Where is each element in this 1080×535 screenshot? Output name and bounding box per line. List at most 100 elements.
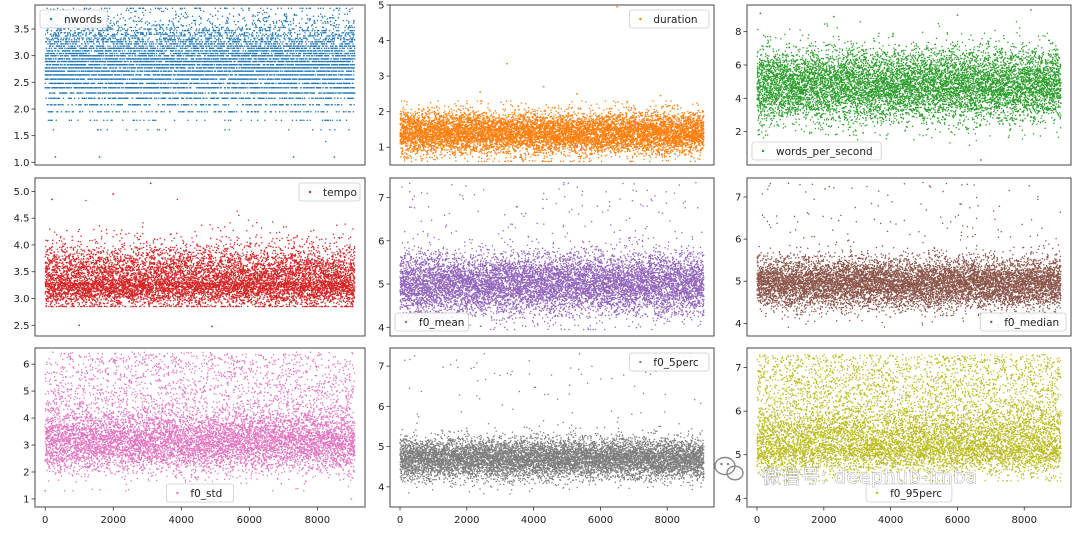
y-tick-label: 3.0 bbox=[14, 51, 30, 62]
scatter-series bbox=[756, 181, 1062, 329]
outlier-point bbox=[979, 159, 982, 161]
y-tick-label: 6 bbox=[735, 407, 741, 418]
outlier-point bbox=[479, 91, 482, 94]
scatter-points bbox=[44, 7, 356, 158]
scatter-series bbox=[756, 353, 1062, 482]
subplot-duration: 1 2 3 4 5 duration bbox=[378, 1, 715, 166]
legend-marker bbox=[308, 190, 312, 194]
wechat-icon bbox=[714, 456, 744, 481]
outlier-point bbox=[112, 193, 115, 195]
y-tick-label: 1.5 bbox=[14, 131, 30, 142]
axes-frame bbox=[389, 347, 715, 508]
legend-box bbox=[979, 312, 1067, 332]
scatter-points bbox=[756, 353, 1062, 482]
scatter-series bbox=[399, 352, 705, 495]
y-tick-label: 2.5 bbox=[14, 78, 30, 89]
y-tick-label: 5 bbox=[378, 1, 384, 12]
axes-frame bbox=[389, 4, 715, 166]
x-tick-label: 2000 bbox=[811, 515, 836, 526]
scatter-points bbox=[399, 181, 705, 331]
y-tick-label: 4 bbox=[378, 482, 384, 493]
axes-frame bbox=[746, 177, 1072, 337]
legend-label: duration bbox=[653, 14, 697, 26]
outlier-point bbox=[350, 498, 353, 500]
y-tick-label: 7 bbox=[735, 363, 741, 374]
outlier-point bbox=[78, 324, 81, 327]
outlier-point bbox=[616, 5, 619, 8]
legend-marker bbox=[990, 320, 993, 324]
y-tick-label: 4 bbox=[378, 36, 384, 47]
outlier-point bbox=[506, 62, 508, 65]
outlier-point bbox=[44, 489, 47, 492]
y-tick-label: 6 bbox=[378, 236, 384, 247]
legend-marker bbox=[875, 491, 879, 495]
y-tick-label: 4 bbox=[23, 414, 29, 425]
legend-box bbox=[298, 182, 361, 202]
outlier-point bbox=[333, 156, 336, 158]
x-tick-label: 2000 bbox=[454, 515, 479, 526]
subplot-tempo: 2.5 3.0 3.5 4.0 4.5 5.0 tempo bbox=[14, 177, 366, 337]
y-tick-label: 3.5 bbox=[14, 267, 30, 278]
legend: duration bbox=[629, 9, 710, 29]
y-tick-label: 1 bbox=[23, 494, 29, 505]
y-tick-label: 5 bbox=[735, 450, 741, 461]
legend: f0_5perc bbox=[629, 352, 710, 372]
y-tick-label: 6 bbox=[735, 235, 741, 246]
y-tick-label: 7 bbox=[378, 193, 384, 204]
y-tick-label: 4 bbox=[378, 323, 384, 334]
watermark: 微信号: deephub-imba bbox=[714, 456, 978, 488]
scatter-points bbox=[756, 9, 1062, 161]
y-tick-label: 6 bbox=[378, 402, 384, 413]
outlier-point bbox=[149, 182, 152, 185]
y-tick-label: 4.0 bbox=[14, 240, 30, 251]
legend: f0_median bbox=[979, 312, 1067, 332]
axes-frame bbox=[34, 347, 366, 508]
y-tick-label: 6 bbox=[735, 61, 741, 72]
legend-box bbox=[751, 141, 882, 161]
legend-marker bbox=[49, 17, 53, 21]
scatter-series bbox=[44, 351, 356, 492]
scatter-series bbox=[399, 100, 705, 163]
y-tick-label: 2 bbox=[735, 127, 741, 138]
scatter-points bbox=[399, 352, 705, 495]
x-tick-label: 4000 bbox=[169, 515, 194, 526]
x-tick-label: 8000 bbox=[305, 515, 330, 526]
x-tick-label: 0 bbox=[42, 515, 48, 526]
y-tick-label: 5 bbox=[23, 387, 29, 398]
y-tick-label: 3 bbox=[23, 441, 29, 452]
legend: tempo bbox=[298, 182, 361, 202]
legend-box bbox=[39, 9, 108, 29]
subplot-grid: 1.0 1.5 2.0 2.5 3.0 3.5 nwords 1 2 3 4 5 duration 2 4 6… bbox=[14, 1, 1072, 526]
y-tick-label: 4 bbox=[735, 319, 741, 330]
y-tick-label: 3.5 bbox=[14, 25, 30, 36]
subplot-f0-std: 1 2 3 4 5 6 0 2000 4000 6000 8000 f0_std bbox=[23, 347, 366, 526]
subplot-f0-95perc: 4 5 6 7 0 2000 4000 6000 8000 f0_95perc bbox=[735, 347, 1072, 526]
legend-label: f0_std bbox=[190, 488, 222, 500]
legend-box bbox=[165, 483, 234, 503]
y-tick-label: 7 bbox=[378, 362, 384, 373]
legend-box bbox=[865, 483, 953, 503]
legend: f0_std bbox=[165, 483, 234, 503]
subplot-f0-5perc: 4 5 6 7 0 2000 4000 6000 8000 f0_5perc bbox=[378, 347, 715, 526]
y-tick-label: 4 bbox=[735, 94, 741, 105]
y-tick-label: 2.0 bbox=[14, 105, 30, 116]
y-tick-label: 6 bbox=[23, 360, 29, 371]
y-tick-label: 7 bbox=[735, 192, 741, 203]
legend-label: f0_95perc bbox=[890, 488, 942, 500]
y-tick-label: 4 bbox=[735, 494, 741, 505]
legend-label: nwords bbox=[64, 14, 102, 26]
scatter-series bbox=[44, 7, 356, 143]
legend-label: f0_median bbox=[1004, 317, 1059, 329]
outlier-point bbox=[759, 12, 762, 15]
legend-label: words_per_second bbox=[776, 146, 873, 158]
x-tick-label: 6000 bbox=[588, 515, 613, 526]
axes-frame bbox=[34, 177, 366, 337]
watermark-text: 微信号: deephub-imba bbox=[762, 466, 978, 488]
outlier-point bbox=[211, 325, 213, 328]
x-tick-label: 8000 bbox=[1012, 515, 1037, 526]
scatter-points bbox=[44, 182, 356, 328]
y-tick-label: 2.5 bbox=[14, 321, 30, 332]
x-tick-label: 4000 bbox=[878, 515, 903, 526]
